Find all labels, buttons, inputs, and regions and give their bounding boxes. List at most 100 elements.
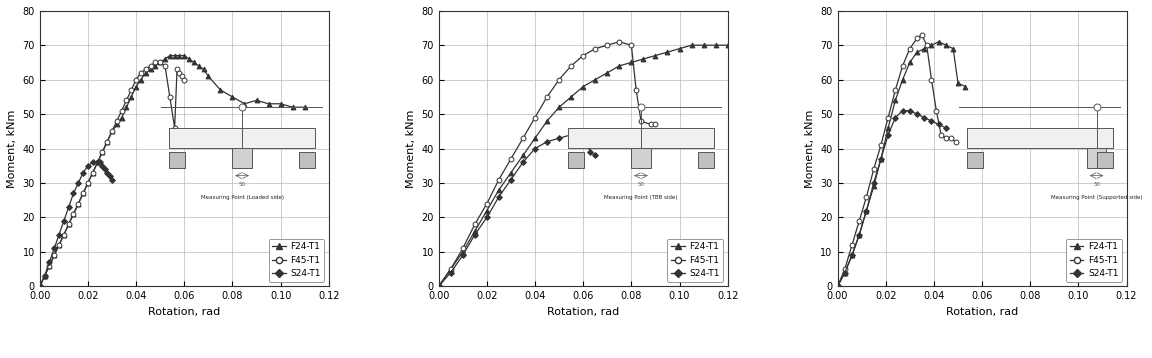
- F45-T1: [52, 243, 66, 247]
- F45-T1: [934, 133, 948, 137]
- F45-T1: [129, 78, 143, 82]
- S24-T1: [85, 160, 99, 165]
- S24-T1: [888, 115, 902, 120]
- F24-T1: [852, 233, 866, 237]
- F45-T1: [149, 60, 162, 64]
- F45-T1: [105, 129, 119, 134]
- F45-T1: [831, 284, 844, 289]
- F24-T1: [456, 250, 470, 254]
- F24-T1: [939, 43, 953, 47]
- S24-T1: [917, 115, 931, 120]
- F24-T1: [298, 105, 312, 110]
- F24-T1: [237, 102, 251, 106]
- F45-T1: [888, 88, 902, 92]
- Line: S24-T1: S24-T1: [835, 108, 948, 289]
- F45-T1: [943, 136, 957, 140]
- S24-T1: [516, 160, 530, 165]
- F45-T1: [153, 60, 167, 64]
- F45-T1: [47, 253, 61, 257]
- F45-T1: [480, 202, 494, 206]
- F24-T1: [162, 53, 176, 58]
- F24-T1: [925, 43, 939, 47]
- F45-T1: [76, 191, 90, 195]
- F24-T1: [874, 157, 888, 161]
- F45-T1: [915, 33, 929, 37]
- F24-T1: [468, 229, 482, 233]
- F24-T1: [43, 263, 56, 268]
- Line: F24-T1: F24-T1: [37, 53, 308, 289]
- S24-T1: [67, 191, 81, 195]
- S24-T1: [846, 253, 859, 257]
- F24-T1: [56, 233, 70, 237]
- F45-T1: [925, 78, 939, 82]
- F24-T1: [177, 53, 191, 58]
- F24-T1: [192, 64, 206, 68]
- F45-T1: [62, 222, 76, 227]
- F45-T1: [939, 136, 953, 140]
- S24-T1: [932, 122, 946, 127]
- F45-T1: [81, 181, 94, 185]
- Line: F45-T1: F45-T1: [437, 39, 658, 289]
- X-axis label: Rotation, rad: Rotation, rad: [946, 307, 1018, 317]
- F45-T1: [881, 115, 895, 120]
- F45-T1: [444, 267, 457, 271]
- F45-T1: [91, 160, 105, 165]
- F24-T1: [721, 43, 735, 47]
- F24-T1: [564, 95, 578, 99]
- S24-T1: [584, 150, 598, 154]
- F45-T1: [173, 71, 187, 75]
- F45-T1: [175, 74, 189, 78]
- F45-T1: [624, 43, 638, 47]
- F24-T1: [187, 60, 200, 64]
- S24-T1: [831, 284, 844, 289]
- S24-T1: [456, 253, 470, 257]
- S24-T1: [859, 208, 873, 213]
- X-axis label: Rotation, rad: Rotation, rad: [149, 307, 220, 317]
- F24-T1: [67, 212, 81, 216]
- Line: F24-T1: F24-T1: [835, 39, 968, 289]
- F24-T1: [38, 274, 52, 278]
- S24-T1: [895, 108, 909, 113]
- F24-T1: [910, 50, 924, 54]
- F24-T1: [153, 60, 167, 64]
- F24-T1: [76, 191, 90, 195]
- F45-T1: [949, 140, 963, 144]
- S24-T1: [432, 284, 446, 289]
- S24-T1: [38, 274, 52, 278]
- S24-T1: [56, 219, 70, 223]
- S24-T1: [576, 133, 590, 137]
- F45-T1: [144, 64, 158, 68]
- F24-T1: [158, 57, 172, 61]
- F24-T1: [697, 43, 711, 47]
- S24-T1: [52, 233, 66, 237]
- S24-T1: [100, 170, 114, 175]
- S24-T1: [925, 119, 939, 123]
- F45-T1: [138, 67, 152, 72]
- Line: F45-T1: F45-T1: [835, 33, 958, 289]
- F24-T1: [168, 53, 182, 58]
- F45-T1: [516, 136, 530, 140]
- F45-T1: [134, 71, 147, 75]
- F24-T1: [138, 71, 152, 75]
- F24-T1: [173, 53, 187, 58]
- F45-T1: [162, 95, 176, 99]
- S24-T1: [98, 167, 112, 171]
- F45-T1: [903, 47, 917, 51]
- F24-T1: [613, 64, 627, 68]
- F24-T1: [85, 170, 99, 175]
- F45-T1: [109, 119, 123, 123]
- F24-T1: [32, 284, 46, 289]
- S24-T1: [43, 260, 56, 265]
- F45-T1: [115, 108, 129, 113]
- F45-T1: [589, 47, 602, 51]
- F24-T1: [958, 84, 972, 89]
- F24-T1: [149, 64, 162, 68]
- F24-T1: [226, 95, 240, 99]
- F24-T1: [881, 126, 895, 130]
- S24-T1: [480, 216, 494, 220]
- F24-T1: [903, 60, 917, 64]
- F45-T1: [859, 195, 873, 199]
- F45-T1: [930, 108, 943, 113]
- F24-T1: [81, 181, 94, 185]
- F45-T1: [71, 202, 85, 206]
